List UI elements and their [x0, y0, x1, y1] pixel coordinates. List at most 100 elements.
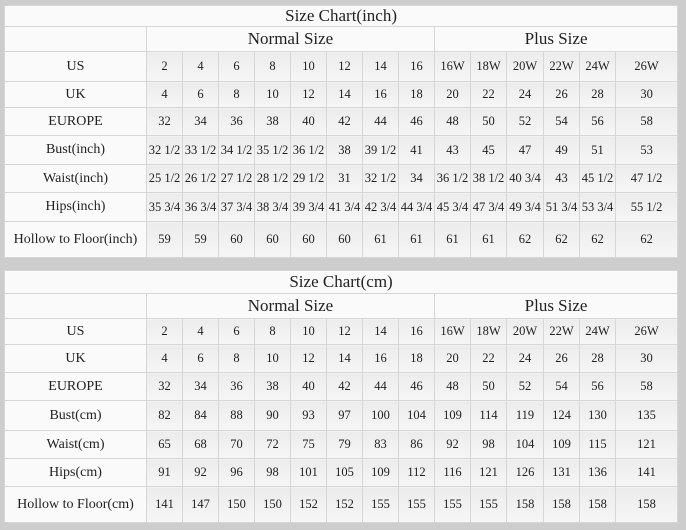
size-cell: 34 1/2: [218, 135, 255, 165]
size-cell: 18W: [470, 318, 507, 345]
size-cell: 48: [434, 372, 471, 401]
row-label: Waist(cm): [4, 430, 147, 459]
size-cell: 54: [543, 107, 580, 136]
size-cell: 22W: [543, 318, 580, 345]
size-cell: 121: [470, 458, 507, 487]
size-cell: 56: [579, 107, 616, 136]
size-cell: 36 3/4: [182, 192, 219, 222]
size-cell: 152: [326, 486, 363, 523]
size-cell: 155: [362, 486, 399, 523]
size-cell: 44: [362, 372, 399, 401]
size-cell: 136: [579, 458, 616, 487]
table-row: UK 4 6 8 10 12 14 16 18 20 22 24 26 28 30: [4, 344, 679, 373]
size-cell: 48: [434, 107, 471, 136]
row-label: US: [4, 51, 147, 82]
size-cell: 119: [506, 400, 544, 431]
size-cell: 32: [146, 107, 183, 136]
size-cell: 4: [182, 51, 219, 82]
size-cell: 34: [182, 372, 219, 401]
size-cell: 56: [579, 372, 616, 401]
size-cell: 84: [182, 400, 219, 431]
size-cell: 2: [146, 318, 183, 345]
size-cell: 114: [470, 400, 507, 431]
size-cell: 16: [398, 51, 435, 82]
size-cell: 101: [290, 458, 327, 487]
size-cell: 36 1/2: [290, 135, 327, 165]
size-cell: 83: [362, 430, 399, 459]
size-cell: 60: [218, 221, 255, 258]
size-cell: 45 3/4: [434, 192, 471, 222]
size-cell: 38 1/2: [470, 164, 507, 193]
size-cell: 60: [326, 221, 363, 258]
size-cell: 60: [290, 221, 327, 258]
size-cell: 130: [579, 400, 616, 431]
size-cell: 155: [470, 486, 507, 523]
size-cell: 104: [506, 430, 544, 459]
size-cell: 52: [506, 107, 544, 136]
size-cell: 45 1/2: [579, 164, 616, 193]
normal-size-header: Normal Size: [146, 293, 435, 319]
table-row: Waist(inch) 25 1/2 26 1/2 27 1/2 28 1/2 29 1/…: [4, 164, 679, 193]
size-cell: 141: [614, 458, 679, 487]
size-cell: 14: [362, 318, 399, 345]
size-cell: 20W: [506, 51, 544, 82]
size-cell: 24: [506, 344, 544, 373]
size-cell: 10: [290, 318, 327, 345]
row-label: Bust(inch): [4, 135, 147, 165]
size-cell: 20: [434, 81, 471, 108]
size-cell: 22W: [543, 51, 580, 82]
size-cell: 92: [434, 430, 471, 459]
table-row: Bust(inch) 32 1/2 33 1/2 34 1/2 35 1/2 36 1/2…: [4, 135, 679, 165]
size-cell: 32 1/2: [362, 164, 399, 193]
size-cell: 38 3/4: [254, 192, 291, 222]
size-cell: 45: [470, 135, 507, 165]
size-cell: 141: [146, 486, 183, 523]
size-cell: 2: [146, 51, 183, 82]
size-cell: 16W: [434, 318, 471, 345]
size-cell: 12: [290, 344, 327, 373]
size-cell: 40: [290, 107, 327, 136]
size-cell: 24W: [579, 51, 616, 82]
size-chart-inch: Size Chart(inch) Normal Size Plus Size US…: [3, 5, 679, 258]
size-cell: 42 3/4: [362, 192, 399, 222]
size-cell: 53: [614, 135, 679, 165]
table-row: Hips(cm) 91 92 96 98 101 105 109 112 116 121 126 131…: [4, 458, 679, 487]
size-cell: 91: [146, 458, 183, 487]
size-cell: 53 3/4: [579, 192, 616, 222]
size-cell: 4: [146, 81, 183, 108]
size-cell: 61: [470, 221, 507, 258]
row-label: Hips(cm): [4, 458, 147, 487]
size-cell: 6: [218, 318, 255, 345]
plus-size-header: Plus Size: [433, 26, 679, 52]
size-cell: 10: [254, 81, 291, 108]
size-cell: 8: [254, 318, 291, 345]
table-row: UK 4 6 8 10 12 14 16 18 20 22 24 26 28 30: [4, 81, 679, 108]
row-label: EUROPE: [4, 372, 147, 401]
size-cell: 158: [543, 486, 580, 523]
size-cell: 90: [254, 400, 291, 431]
size-cell: 116: [434, 458, 471, 487]
size-cell: 32: [146, 372, 183, 401]
size-cell: 126: [506, 458, 544, 487]
size-cell: 105: [326, 458, 363, 487]
size-chart-cm: Size Chart(cm) Normal Size Plus Size US 2 4…: [3, 270, 679, 523]
size-cell: 28: [579, 81, 616, 108]
size-cell: 100: [362, 400, 399, 431]
size-cell: 41 3/4: [326, 192, 363, 222]
size-cell: 16: [398, 318, 435, 345]
size-cell: 39 3/4: [290, 192, 327, 222]
row-label: Hollow to Floor(inch): [4, 221, 147, 258]
size-cell: 115: [579, 430, 616, 459]
size-cell: 26: [543, 81, 580, 108]
size-cell: 61: [434, 221, 471, 258]
size-cell: 49: [543, 135, 580, 165]
table-row: Hollow to Floor(inch) 59 59 60 60 60 60 61 61 61 6…: [4, 221, 679, 258]
size-cell: 6: [218, 51, 255, 82]
size-cell: 28: [579, 344, 616, 373]
size-cell: 32 1/2: [146, 135, 183, 165]
size-cell: 72: [254, 430, 291, 459]
size-cell: 158: [614, 486, 679, 523]
size-cell: 43: [434, 135, 471, 165]
size-cell: 25 1/2: [146, 164, 183, 193]
size-cell: 4: [182, 318, 219, 345]
